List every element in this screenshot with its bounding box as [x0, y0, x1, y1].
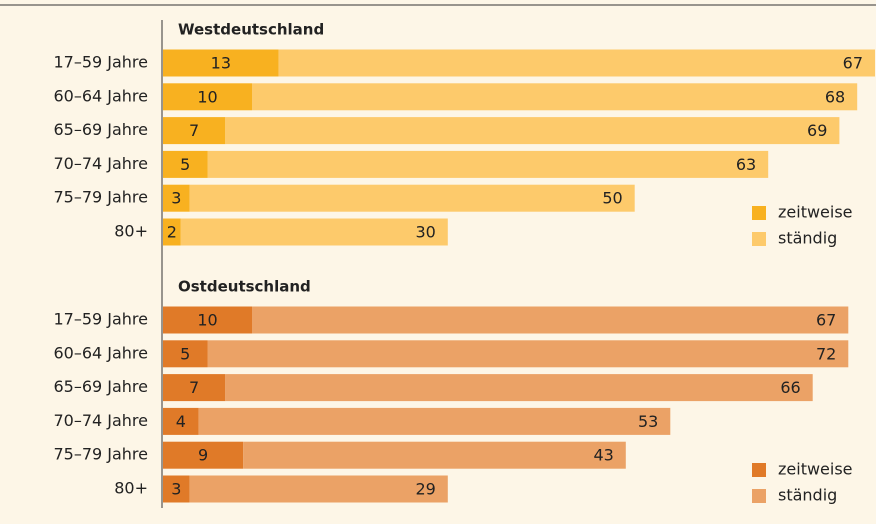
y-tick-label: 65–69 Jahre [53, 120, 148, 139]
legend-label: ständig [778, 486, 837, 505]
value-label: 5 [180, 344, 190, 363]
value-label: 43 [593, 446, 613, 465]
y-tick-label: 70–74 Jahre [53, 154, 148, 173]
y-tick-label: 60–64 Jahre [53, 86, 148, 105]
value-label: 3 [171, 480, 181, 499]
bar-segment [180, 218, 448, 246]
value-label: 9 [198, 446, 208, 465]
value-label: 10 [197, 87, 217, 106]
legend-label: zeitweise [778, 203, 853, 222]
value-label: 7 [189, 121, 199, 140]
legend-swatch [752, 206, 766, 220]
value-label: 67 [843, 54, 863, 73]
value-label: 30 [415, 223, 435, 242]
bar-segment [163, 83, 252, 111]
bar-segment [207, 340, 849, 368]
bar-segment [163, 374, 226, 402]
bar-segment [252, 306, 849, 334]
value-label: 69 [807, 121, 827, 140]
legend-swatch [752, 489, 766, 503]
bar-segment [225, 374, 813, 402]
bar-segment [163, 407, 199, 435]
bar-segment [163, 340, 208, 368]
y-tick-label: 80+ [114, 222, 148, 241]
y-tick-label: 60–64 Jahre [53, 343, 148, 362]
y-tick-label: 70–74 Jahre [53, 411, 148, 430]
bar-segment [189, 184, 635, 212]
value-label: 3 [171, 189, 181, 208]
value-label: 10 [197, 311, 217, 330]
bar-segment [252, 83, 858, 111]
bar-segment [225, 117, 840, 145]
legend-label: zeitweise [778, 460, 853, 479]
value-label: 63 [736, 155, 756, 174]
legend-swatch [752, 463, 766, 477]
chart-title: Ostdeutschland [178, 278, 311, 296]
y-tick-label: 80+ [114, 479, 148, 498]
y-tick-label: 17–59 Jahre [53, 53, 148, 72]
bar-segment [163, 117, 226, 145]
y-tick-label: 65–69 Jahre [53, 377, 148, 396]
bar-segment [163, 150, 208, 178]
bar-segment [163, 218, 181, 246]
value-label: 29 [415, 480, 435, 499]
bar-segment [207, 150, 769, 178]
value-label: 4 [176, 412, 186, 431]
y-tick-label: 75–79 Jahre [53, 188, 148, 207]
value-label: 13 [211, 54, 231, 73]
legend-swatch [752, 232, 766, 246]
value-label: 67 [816, 311, 836, 330]
chart-title: Westdeutschland [178, 21, 324, 39]
value-label: 68 [825, 87, 845, 106]
value-label: 5 [180, 155, 190, 174]
bar-segment [163, 49, 279, 77]
bar-segment [243, 441, 626, 469]
value-label: 72 [816, 344, 836, 363]
y-tick-label: 75–79 Jahre [53, 445, 148, 464]
value-label: 2 [167, 223, 177, 242]
bar-segment [163, 306, 252, 334]
value-label: 50 [602, 189, 622, 208]
value-label: 66 [780, 378, 800, 397]
bar-segment [163, 184, 190, 212]
bar-segment [163, 441, 244, 469]
bar-segment [189, 475, 448, 503]
value-label: 53 [638, 412, 658, 431]
legend-label: ständig [778, 229, 837, 248]
bar-segment [198, 407, 671, 435]
value-label: 7 [189, 378, 199, 397]
y-tick-label: 17–59 Jahre [53, 310, 148, 329]
bar-segment [163, 475, 190, 503]
bar-segment [278, 49, 875, 77]
